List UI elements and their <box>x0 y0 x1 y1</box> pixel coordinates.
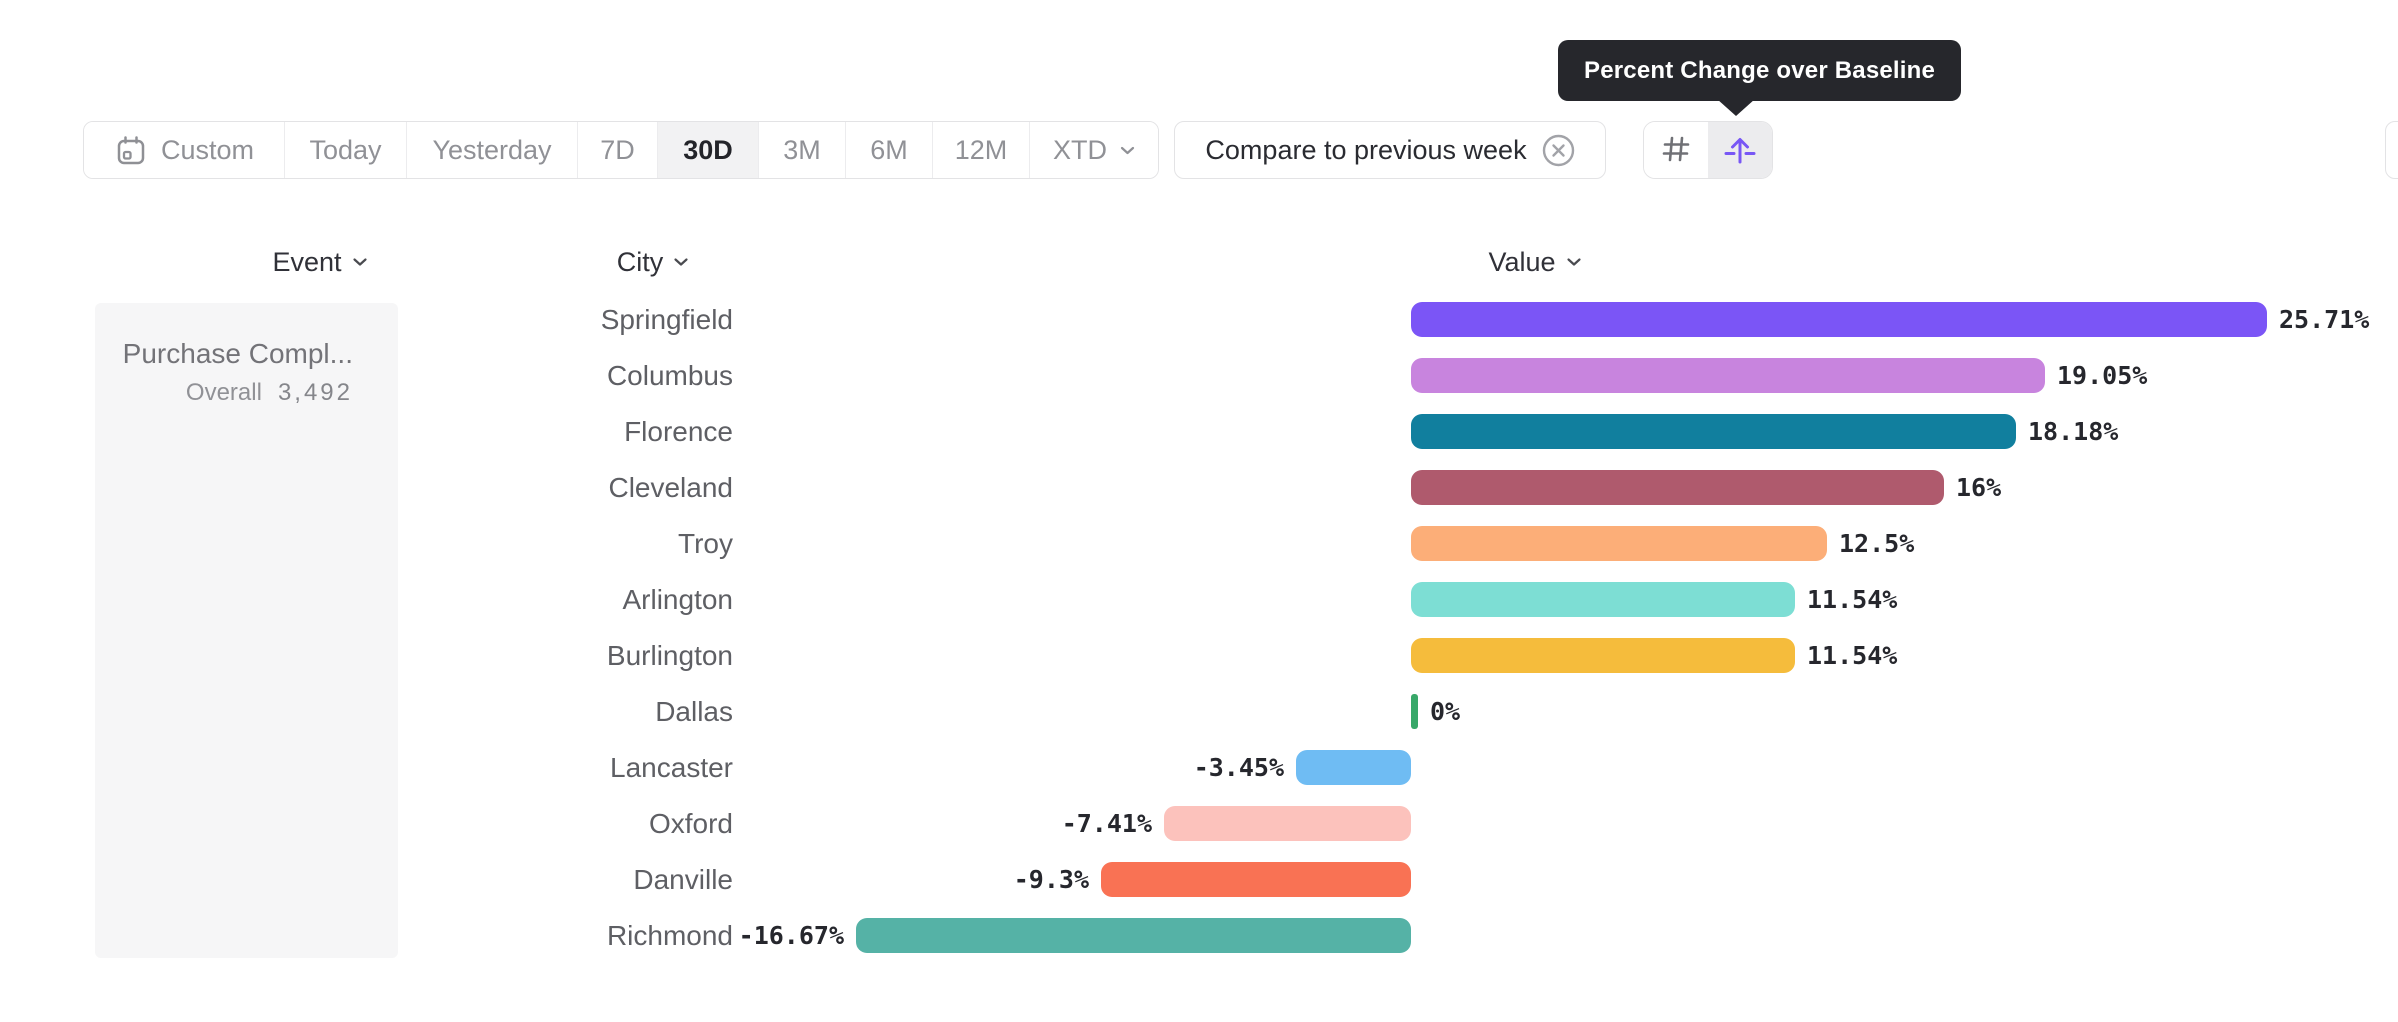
city-label: Dallas <box>655 696 733 727</box>
bar-columbus[interactable] <box>1411 358 2045 393</box>
column-header-event[interactable]: Event <box>220 245 420 279</box>
event-metric-label: Overall <box>185 379 262 406</box>
date-range-label: 7D <box>600 134 635 165</box>
date-range-label: Custom <box>160 134 255 165</box>
value-label: 25.71% <box>2279 305 2370 334</box>
event-card[interactable]: Purchase Compl... Overall 3,492 <box>95 303 398 958</box>
date-range-label: 30D <box>683 134 733 165</box>
chevron-down-icon <box>674 258 688 266</box>
chevron-down-icon <box>352 258 367 266</box>
event-overall-metric: Overall 3,492 <box>123 379 353 407</box>
bar-dallas[interactable] <box>1411 694 1418 729</box>
date-range-label: Today <box>309 134 382 165</box>
bar-danville[interactable] <box>1101 862 1411 897</box>
bar-burlington[interactable] <box>1411 638 1795 673</box>
date-range-6m[interactable]: 6M <box>846 122 933 178</box>
date-range-custom[interactable]: Custom <box>84 122 285 178</box>
bar-florence[interactable] <box>1411 414 2016 449</box>
value-label: 19.05% <box>2057 361 2148 390</box>
city-label: Richmond <box>606 920 733 951</box>
date-range-yesterday[interactable]: Yesterday <box>407 122 578 178</box>
date-range-label: 6M <box>870 134 908 165</box>
date-range-label: 12M <box>954 134 1008 165</box>
column-header-event-label: Event <box>272 246 342 277</box>
value-label: -16.67% <box>738 921 844 950</box>
tooltip-text: Percent Change over Baseline <box>1584 56 1936 84</box>
date-range-xtd[interactable]: XTD <box>1030 122 1158 178</box>
value-label: -9.3% <box>1013 865 1089 894</box>
bar-springfield[interactable] <box>1411 302 2267 337</box>
values-view-button[interactable] <box>1644 122 1708 178</box>
city-label: Burlington <box>606 640 733 671</box>
value-label: 11.54% <box>1807 641 1898 670</box>
column-header-value[interactable]: Value <box>1435 245 1635 279</box>
column-header-city-label: City <box>616 246 664 277</box>
clipped-button-right[interactable] <box>2385 121 2398 179</box>
city-label: Columbus <box>606 360 733 391</box>
value-label: 0% <box>1430 697 1461 726</box>
event-card-content: Purchase Compl... Overall 3,492 <box>123 337 353 407</box>
city-label: Troy <box>678 528 733 559</box>
chevron-down-icon <box>1566 258 1581 266</box>
arrow-up-from-baseline-icon <box>1722 131 1758 170</box>
view-toggle <box>1643 121 1773 179</box>
city-label: Arlington <box>622 584 733 615</box>
date-range-today[interactable]: Today <box>285 122 407 178</box>
column-header-value-label: Value <box>1488 246 1556 277</box>
compare-chip-label: Compare to previous week <box>1205 134 1527 165</box>
date-range-toolbar: Custom Today Yesterday 7D 30D 3M 6M 12M XTD <box>83 121 1159 179</box>
date-range-7d[interactable]: 7D <box>578 122 658 178</box>
chevron-down-icon <box>1120 146 1135 155</box>
bar-richmond[interactable] <box>856 918 1411 953</box>
bar-arlington[interactable] <box>1411 582 1795 617</box>
calendar-icon <box>114 133 148 167</box>
date-range-label: XTD <box>1053 134 1107 165</box>
column-header-city[interactable]: City <box>553 245 753 279</box>
value-label: 16% <box>1956 473 2002 502</box>
bar-lancaster[interactable] <box>1296 750 1411 785</box>
value-label: 12.5% <box>1839 529 1915 558</box>
tooltip-caret <box>1717 99 1755 116</box>
tooltip: Percent Change over Baseline <box>1558 40 1962 101</box>
circle-x-icon[interactable] <box>1542 134 1575 167</box>
percent-change-baseline-button[interactable] <box>1708 122 1772 178</box>
bar-oxford[interactable] <box>1164 806 1411 841</box>
date-range-label: Yesterday <box>432 134 552 165</box>
bar-cleveland[interactable] <box>1411 470 1944 505</box>
city-label: Danville <box>633 864 733 895</box>
event-metric-value: 3,492 <box>277 379 353 406</box>
city-label: Springfield <box>600 304 733 335</box>
date-range-30d[interactable]: 30D <box>658 122 759 178</box>
date-range-12m[interactable]: 12M <box>933 122 1030 178</box>
value-label: -3.45% <box>1193 753 1284 782</box>
city-label: Cleveland <box>608 472 733 503</box>
compare-chip[interactable]: Compare to previous week <box>1174 121 1606 179</box>
date-range-3m[interactable]: 3M <box>759 122 846 178</box>
event-name: Purchase Compl... <box>122 338 353 369</box>
city-label: Florence <box>624 416 733 447</box>
date-range-label: 3M <box>783 134 821 165</box>
city-label: Lancaster <box>610 752 733 783</box>
bar-troy[interactable] <box>1411 526 1827 561</box>
value-label: -7.41% <box>1061 809 1152 838</box>
value-label: 11.54% <box>1807 585 1898 614</box>
hash-icon <box>1659 132 1693 169</box>
value-label: 18.18% <box>2028 417 2119 446</box>
city-label: Oxford <box>648 808 733 839</box>
